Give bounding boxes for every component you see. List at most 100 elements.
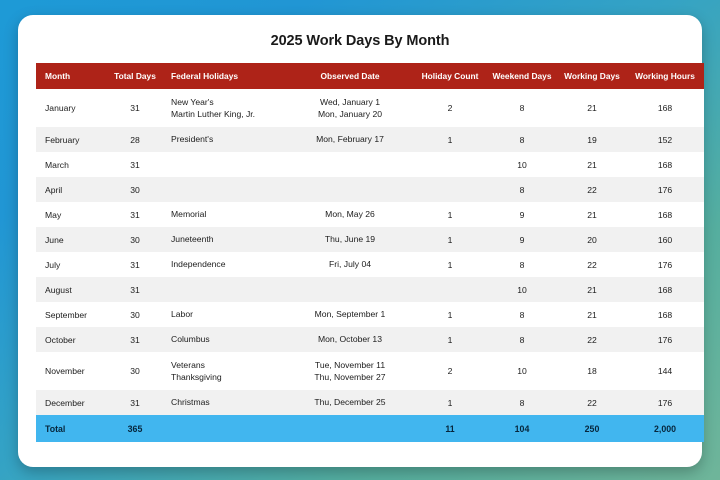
cell-total-days: 30 [108, 177, 162, 202]
cell-federal-holidays-line: Juneteenth [171, 234, 214, 245]
cell-working-days: 21 [558, 277, 626, 302]
cell-federal-holidays [162, 152, 286, 177]
cell-holiday-count: 2 [414, 352, 486, 390]
cell-month: March [36, 152, 108, 177]
cell-working-days: 21 [558, 202, 626, 227]
cell-observed-date: Mon, May 26 [286, 202, 414, 227]
table-row: October 31 Columbus Mon, October 13 1 8 22 176 [36, 327, 704, 352]
cell-observed-date: Fri, July 04 [286, 252, 414, 277]
cell-federal-holidays-line: Independence [171, 259, 226, 270]
cell-holiday-count: 2 [414, 89, 486, 127]
cell-working-hours: 144 [626, 352, 704, 390]
cell-observed-date: Tue, November 11 Thu, November 27 [286, 352, 414, 390]
header-row: Month Total Days Federal Holidays Observ… [36, 63, 704, 89]
cell-working-days: 19 [558, 127, 626, 152]
column-header-month[interactable]: Month [36, 63, 108, 89]
cell-federal-holidays-line: Labor [171, 309, 193, 320]
total-observed-date [286, 415, 414, 442]
cell-observed-date-line: Mon, February 17 [316, 134, 384, 145]
column-header-observed-date[interactable]: Observed Date [286, 63, 414, 89]
cell-federal-holidays-line: Thanksgiving [171, 372, 222, 382]
cell-weekend-days: 9 [486, 227, 558, 252]
cell-working-days: 22 [558, 252, 626, 277]
table-row: December 31 Christmas Thu, December 25 1 8 22 1… [36, 390, 704, 415]
cell-federal-holidays: Veterans Thanksgiving [162, 352, 286, 390]
cell-month: April [36, 177, 108, 202]
cell-federal-holidays: President's [162, 127, 286, 152]
cell-working-hours: 168 [626, 302, 704, 327]
cell-observed-date: Mon, October 13 [286, 327, 414, 352]
cell-total-days: 31 [108, 202, 162, 227]
table-row: January 31 New Year's Martin Luther King, J… [36, 89, 704, 127]
cell-weekend-days: 10 [486, 152, 558, 177]
cell-federal-holidays: Independence [162, 252, 286, 277]
cell-total-days: 31 [108, 152, 162, 177]
cell-holiday-count: 1 [414, 302, 486, 327]
cell-holiday-count: 1 [414, 202, 486, 227]
cell-observed-date-line: Mon, September 1 [314, 309, 386, 320]
column-header-federal-holidays[interactable]: Federal Holidays [162, 63, 286, 89]
table-row: May 31 Memorial Mon, May 26 1 9 21 168 [36, 202, 704, 227]
cell-total-days: 31 [108, 390, 162, 415]
cell-federal-holidays [162, 277, 286, 302]
total-label: Total [36, 415, 108, 442]
total-holiday-count: 11 [414, 415, 486, 442]
cell-month: November [36, 352, 108, 390]
cell-federal-holidays: New Year's Martin Luther King, Jr. [162, 89, 286, 127]
cell-weekend-days: 8 [486, 89, 558, 127]
cell-weekend-days: 10 [486, 277, 558, 302]
cell-federal-holidays-line: President's [171, 134, 214, 145]
cell-working-hours: 176 [626, 252, 704, 277]
cell-federal-holidays-line: Christmas [171, 397, 210, 408]
cell-working-hours: 168 [626, 202, 704, 227]
cell-weekend-days: 10 [486, 352, 558, 390]
cell-federal-holidays: Labor [162, 302, 286, 327]
cell-federal-holidays-line: Columbus [171, 334, 210, 345]
cell-weekend-days: 9 [486, 202, 558, 227]
cell-working-days: 21 [558, 89, 626, 127]
column-header-holiday-count[interactable]: Holiday Count [414, 63, 486, 89]
cell-federal-holidays-line: Martin Luther King, Jr. [171, 109, 256, 119]
cell-weekend-days: 8 [486, 252, 558, 277]
cell-working-days: 18 [558, 352, 626, 390]
column-header-working-hours[interactable]: Working Hours [626, 63, 704, 89]
table-row: June 30 Juneteenth Thu, June 19 1 9 20 160 [36, 227, 704, 252]
cell-working-days: 21 [558, 152, 626, 177]
cell-federal-holidays: Memorial [162, 202, 286, 227]
cell-holiday-count: 1 [414, 327, 486, 352]
page-title: 2025 Work Days By Month [270, 33, 450, 49]
column-header-weekend-days[interactable]: Weekend Days [486, 63, 558, 89]
cell-federal-holidays: Juneteenth [162, 227, 286, 252]
cell-month: September [36, 302, 108, 327]
cell-federal-holidays: Columbus [162, 327, 286, 352]
total-federal-holidays [162, 415, 286, 442]
cell-observed-date [286, 152, 414, 177]
cell-month: October [36, 327, 108, 352]
table-row: March 31 10 21 168 [36, 152, 704, 177]
cell-working-days: 22 [558, 390, 626, 415]
cell-weekend-days: 8 [486, 302, 558, 327]
cell-total-days: 31 [108, 89, 162, 127]
cell-observed-date-line: Mon, January 20 [317, 109, 382, 119]
total-working-hours: 2,000 [626, 415, 704, 442]
cell-total-days: 28 [108, 127, 162, 152]
cell-observed-date-line: Wed, January 1 [319, 96, 381, 107]
cell-observed-date: Wed, January 1 Mon, January 20 [286, 89, 414, 127]
cell-working-hours: 168 [626, 89, 704, 127]
cell-holiday-count: 1 [414, 390, 486, 415]
column-header-total-days[interactable]: Total Days [108, 63, 162, 89]
cell-working-hours: 176 [626, 390, 704, 415]
cell-federal-holidays-line: Veterans [171, 359, 205, 370]
total-row: Total 365 11 104 250 2,000 [36, 415, 704, 442]
table-header: Month Total Days Federal Holidays Observ… [36, 63, 704, 89]
table-row: February 28 President's Mon, February 17 1 8 1… [36, 127, 704, 152]
cell-total-days: 30 [108, 352, 162, 390]
cell-total-days: 30 [108, 227, 162, 252]
cell-month: June [36, 227, 108, 252]
report-card: 2025 Work Days By Month Month Total Days… [18, 15, 704, 467]
cell-observed-date: Thu, June 19 [286, 227, 414, 252]
table-footer: Total 365 11 104 250 2,000 [36, 415, 704, 442]
cell-observed-date-line: Mon, May 26 [325, 209, 375, 220]
column-header-working-days[interactable]: Working Days [558, 63, 626, 89]
table-body: January 31 New Year's Martin Luther King, J… [36, 89, 704, 415]
